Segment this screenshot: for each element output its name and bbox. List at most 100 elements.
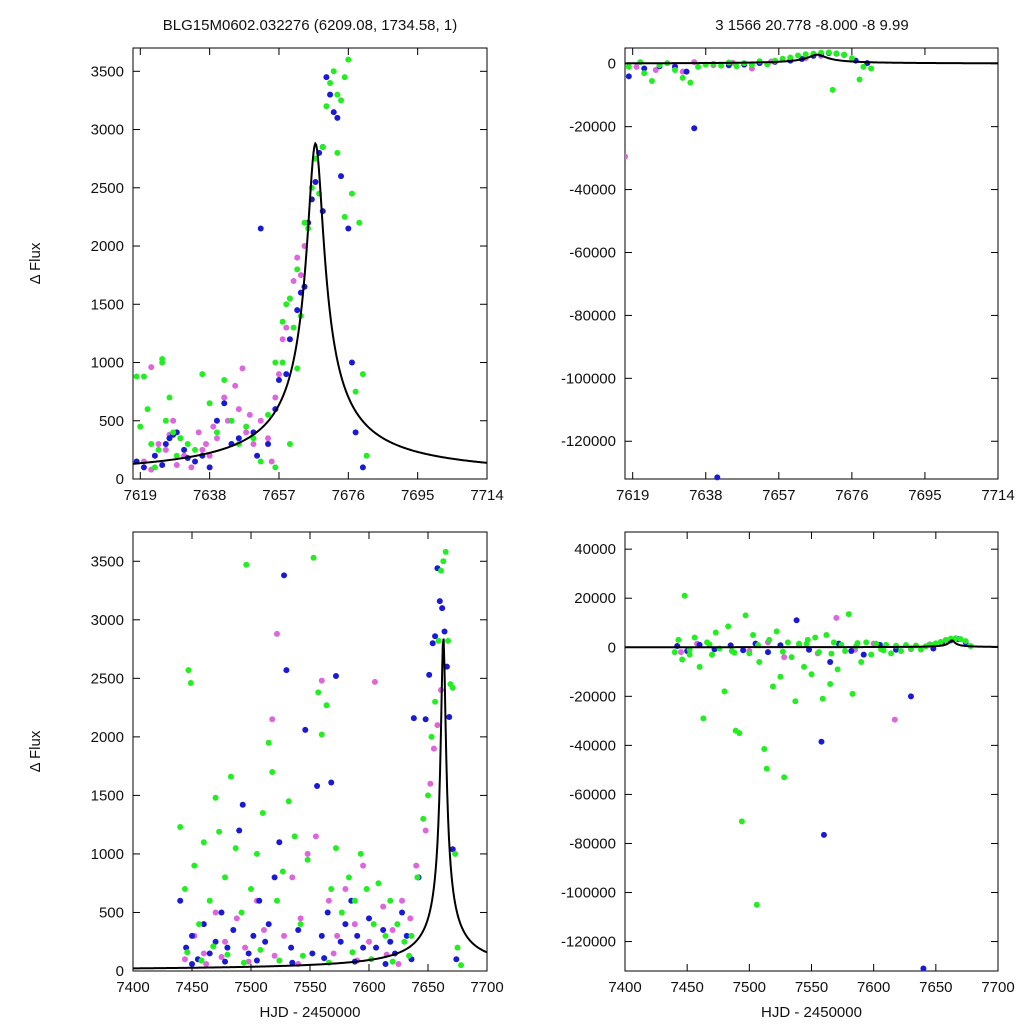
bottom-left-green-point — [222, 874, 229, 881]
bottom-left-green-point — [185, 667, 192, 674]
top-right-green-point — [779, 55, 786, 62]
bottom-left-green-point — [351, 897, 358, 904]
bottom-left-green-point — [401, 938, 408, 945]
top-left-green-point — [338, 97, 345, 104]
bottom-left-xtick-label: 7500 — [234, 979, 267, 996]
bottom-right-green-point — [712, 629, 719, 636]
top-left-magenta-point — [173, 462, 180, 469]
top-left-green-point — [294, 266, 301, 273]
bottom-right-xlabel: HJD - 2450000 — [761, 1004, 862, 1021]
top-left-ytick-label: 3000 — [91, 122, 124, 139]
bottom-left-blue-point — [453, 956, 460, 963]
bottom-right-green-point — [815, 649, 822, 656]
bottom-left-magenta-point — [427, 780, 434, 787]
bottom-right-green-point — [681, 592, 688, 599]
bottom-right-green-point — [823, 632, 830, 639]
top-left-ytick-label: 1500 — [91, 296, 124, 313]
bottom-left-green-point — [216, 828, 223, 835]
top-left-data — [133, 56, 487, 473]
bottom-left-blue-point — [380, 927, 387, 934]
bottom-left-green-point — [191, 862, 198, 869]
bottom-right-green-point — [834, 666, 841, 673]
bottom-left-magenta-point — [212, 909, 219, 916]
bottom-left-magenta-point — [203, 960, 210, 967]
bottom-right-green-point — [880, 647, 887, 654]
top-right-green-point — [825, 49, 832, 56]
top-right-green-point — [856, 76, 863, 83]
top-left-magenta-point — [265, 435, 272, 442]
top-left-magenta-point — [221, 394, 228, 401]
top-left-blue-point — [345, 225, 352, 232]
bottom-right-green-point — [803, 640, 810, 647]
bottom-right-blue-point — [920, 965, 927, 972]
bottom-left-magenta-point — [233, 915, 240, 922]
bottom-left-blue-point — [262, 938, 269, 945]
bottom-right-green-point — [691, 634, 698, 641]
top-right-blue-point — [625, 73, 632, 80]
bottom-right-magenta-point — [677, 649, 684, 656]
top-left-blue-point — [162, 441, 169, 448]
bottom-left-blue-point — [189, 960, 195, 967]
bottom-right-green-point — [873, 640, 880, 647]
bottom-left-green-point — [328, 886, 335, 893]
bottom-left-ytick-label: 3000 — [91, 612, 124, 629]
top-right-xtick-label: 7619 — [616, 487, 649, 504]
bottom-left-magenta-point — [360, 862, 367, 869]
bottom-right-green-point — [788, 654, 795, 661]
bottom-left-magenta-point — [181, 956, 188, 963]
bottom-right-blue-point — [860, 651, 867, 658]
bottom-right-green-point — [812, 634, 819, 641]
bottom-left-ytick-label: 500 — [99, 904, 124, 921]
top-left-green-point — [192, 446, 199, 453]
bottom-right-xtick-label: 7600 — [857, 979, 890, 996]
top-left-green-point — [301, 219, 308, 226]
top-left-blue-point — [352, 429, 359, 436]
bottom-right-frame — [624, 531, 999, 972]
top-left-magenta-point — [243, 429, 250, 436]
bottom-left-magenta-point — [289, 874, 296, 881]
top-right-green-point — [687, 79, 694, 86]
top-left-green-point — [283, 301, 290, 308]
bottom-right-ytick-label: 0 — [608, 639, 616, 656]
top-left-green-point — [279, 359, 286, 366]
bottom-left-green-point — [184, 949, 191, 956]
bottom-left-green-point — [253, 850, 260, 857]
bottom-left-green-point — [363, 886, 370, 893]
bottom-right-green-point — [696, 663, 703, 670]
bottom-left-green-point — [224, 951, 231, 958]
top-left-blue-point — [334, 114, 341, 121]
bottom-left-green-point — [181, 886, 188, 893]
bottom-left-green-point — [458, 962, 465, 969]
bottom-right-green-point — [937, 638, 944, 645]
bottom-right-green-point — [808, 671, 815, 678]
top-left-green-point — [221, 376, 228, 383]
top-right-green-point — [718, 62, 725, 69]
top-left-xtick-label: 7638 — [193, 487, 226, 504]
bottom-left-data — [133, 548, 487, 970]
top-left-magenta-point — [268, 458, 275, 465]
top-left-green-point — [148, 441, 155, 448]
top-right-blue-point — [691, 125, 698, 132]
bottom-right-green-point — [675, 636, 682, 643]
bottom-left-green-point — [187, 680, 194, 687]
bottom-right-green-point — [766, 636, 773, 643]
bottom-left-green-point — [240, 959, 247, 966]
bottom-right-xtick-label: 7400 — [608, 979, 641, 996]
bottom-right-xtick-label: 7450 — [670, 979, 703, 996]
top-left-blue-point — [206, 464, 213, 471]
top-right-green-point — [787, 54, 794, 61]
top-left-frame — [132, 47, 488, 480]
bottom-left-green-point — [454, 944, 461, 951]
bottom-left-xtick-label: 7650 — [411, 979, 444, 996]
bottom-left-green-point — [387, 897, 394, 904]
bottom-left-green-point — [382, 932, 389, 939]
bottom-left-magenta-point — [297, 915, 304, 922]
top-right-green-point — [625, 63, 632, 70]
bottom-right-green-point — [849, 690, 856, 697]
bottom-left-blue-point — [183, 944, 190, 951]
top-left-magenta-point — [148, 364, 155, 371]
top-left-green-point — [133, 373, 140, 380]
bottom-right-data — [625, 592, 998, 972]
bottom-left-magenta-point — [430, 745, 437, 752]
